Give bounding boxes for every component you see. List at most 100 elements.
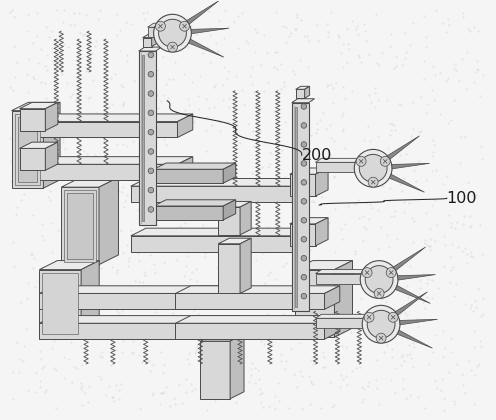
Polygon shape	[230, 334, 244, 399]
Ellipse shape	[180, 21, 189, 31]
Polygon shape	[131, 186, 295, 202]
Polygon shape	[223, 163, 236, 183]
Polygon shape	[152, 35, 157, 47]
Polygon shape	[223, 200, 236, 220]
Ellipse shape	[154, 14, 191, 52]
Ellipse shape	[374, 289, 384, 299]
Ellipse shape	[301, 104, 307, 109]
Polygon shape	[218, 207, 240, 235]
Ellipse shape	[388, 312, 398, 322]
Polygon shape	[154, 163, 236, 169]
Bar	[315, 162, 355, 172]
Polygon shape	[45, 102, 58, 131]
Ellipse shape	[386, 268, 396, 278]
Polygon shape	[324, 315, 340, 339]
Polygon shape	[39, 270, 81, 337]
Ellipse shape	[301, 180, 307, 185]
Bar	[295, 107, 297, 307]
Ellipse shape	[148, 91, 154, 96]
Polygon shape	[324, 286, 340, 310]
Polygon shape	[290, 174, 315, 196]
Polygon shape	[398, 275, 435, 280]
Ellipse shape	[364, 312, 374, 322]
Polygon shape	[39, 315, 239, 323]
Ellipse shape	[368, 177, 378, 187]
Ellipse shape	[380, 156, 390, 166]
Polygon shape	[389, 174, 425, 192]
Ellipse shape	[301, 160, 307, 166]
Polygon shape	[131, 178, 310, 186]
Polygon shape	[39, 260, 99, 270]
Ellipse shape	[168, 42, 178, 52]
Polygon shape	[387, 136, 420, 159]
Bar	[64, 190, 96, 262]
Ellipse shape	[148, 187, 154, 193]
Bar	[315, 273, 361, 284]
Ellipse shape	[356, 156, 366, 166]
Polygon shape	[295, 178, 310, 202]
Polygon shape	[315, 314, 369, 318]
Polygon shape	[19, 142, 58, 148]
Polygon shape	[176, 286, 340, 294]
Ellipse shape	[359, 155, 387, 182]
Ellipse shape	[148, 149, 154, 154]
Polygon shape	[315, 168, 328, 196]
Polygon shape	[191, 28, 229, 34]
Polygon shape	[148, 23, 174, 27]
Polygon shape	[188, 39, 224, 57]
Ellipse shape	[365, 265, 393, 294]
Polygon shape	[395, 292, 428, 315]
Polygon shape	[43, 102, 60, 188]
Polygon shape	[186, 1, 219, 24]
Polygon shape	[218, 238, 251, 244]
Polygon shape	[295, 228, 310, 252]
Polygon shape	[397, 330, 433, 348]
Polygon shape	[154, 200, 236, 206]
Polygon shape	[290, 224, 315, 246]
Polygon shape	[176, 323, 324, 339]
Text: 100: 100	[447, 191, 477, 205]
Polygon shape	[33, 164, 178, 180]
Polygon shape	[218, 202, 251, 207]
Ellipse shape	[159, 19, 186, 47]
Ellipse shape	[354, 150, 392, 187]
Polygon shape	[290, 168, 328, 174]
Ellipse shape	[301, 142, 307, 147]
Polygon shape	[61, 187, 99, 265]
Polygon shape	[131, 228, 310, 236]
Polygon shape	[61, 177, 119, 187]
Polygon shape	[19, 148, 45, 170]
Ellipse shape	[148, 129, 154, 135]
Polygon shape	[200, 341, 230, 399]
Polygon shape	[393, 247, 426, 270]
Bar	[17, 117, 37, 182]
Ellipse shape	[301, 294, 307, 299]
Polygon shape	[315, 158, 361, 162]
Polygon shape	[154, 169, 223, 183]
Polygon shape	[11, 110, 43, 188]
Polygon shape	[11, 102, 60, 110]
Bar	[142, 55, 144, 221]
Polygon shape	[223, 286, 239, 310]
Polygon shape	[223, 315, 239, 339]
Polygon shape	[178, 157, 193, 180]
Polygon shape	[334, 260, 353, 337]
Polygon shape	[305, 87, 310, 98]
Ellipse shape	[301, 218, 307, 223]
Polygon shape	[33, 157, 193, 164]
Bar	[143, 38, 152, 47]
Ellipse shape	[148, 71, 154, 77]
Bar	[315, 318, 363, 328]
Polygon shape	[176, 294, 324, 310]
Ellipse shape	[148, 168, 154, 173]
Text: 200: 200	[302, 148, 332, 163]
Polygon shape	[139, 47, 162, 51]
Polygon shape	[315, 218, 328, 246]
Polygon shape	[143, 35, 157, 38]
Ellipse shape	[362, 268, 372, 278]
Polygon shape	[39, 286, 239, 294]
Bar	[148, 27, 168, 37]
Ellipse shape	[155, 21, 166, 31]
Polygon shape	[33, 121, 178, 137]
Polygon shape	[45, 142, 58, 170]
